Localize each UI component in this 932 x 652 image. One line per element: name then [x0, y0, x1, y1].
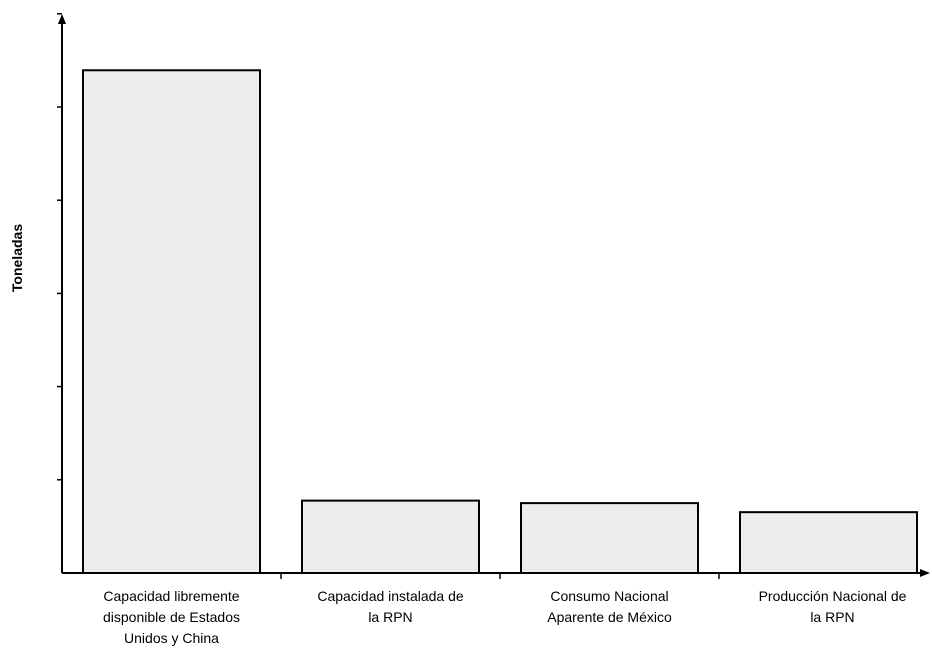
category-label-line: Producción Nacional de: [759, 588, 907, 604]
bar: [82, 69, 261, 574]
category-label-line: la RPN: [368, 609, 412, 625]
category-label-line: Consumo Nacional: [550, 588, 668, 604]
bar: [739, 511, 918, 574]
category-label: Capacidad instalada de la RPN: [317, 588, 464, 625]
bars: [82, 69, 918, 574]
category-label-line: la RPN: [810, 609, 854, 625]
category-label: Producción Nacional de la RPN: [759, 588, 907, 625]
y-axis-arrow-icon: [58, 14, 66, 24]
bar: [520, 502, 699, 574]
category-label-line: disponible de Estados: [103, 609, 240, 625]
category-label-line: Capacidad libremente: [103, 588, 239, 604]
bar: [301, 499, 480, 574]
x-axis-arrow-icon: [920, 569, 930, 577]
category-label: Consumo Nacional Aparente de México: [547, 588, 672, 625]
x-axis-category-labels: Capacidad libremente disponible de Estado…: [103, 588, 907, 646]
category-label-line: Capacidad instalada de: [317, 588, 464, 604]
category-label: Capacidad libremente disponible de Estado…: [103, 588, 240, 646]
y-axis-title: Toneladas: [9, 224, 25, 292]
category-label-line: Unidos y China: [124, 630, 219, 646]
category-label-line: Aparente de México: [547, 609, 672, 625]
